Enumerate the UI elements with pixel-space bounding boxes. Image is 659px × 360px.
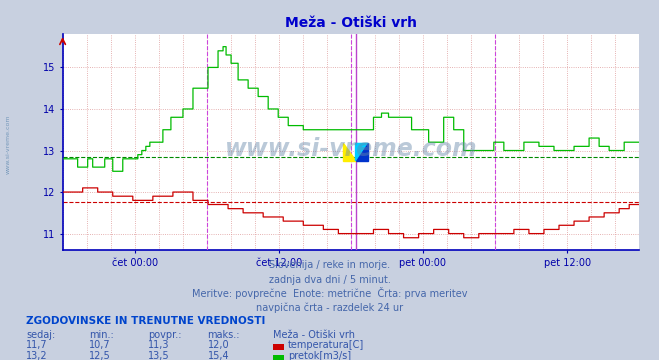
Text: 12,5: 12,5 bbox=[89, 351, 111, 360]
Text: 10,7: 10,7 bbox=[89, 341, 111, 351]
Text: maks.:: maks.: bbox=[208, 330, 240, 340]
Text: 11,3: 11,3 bbox=[148, 341, 170, 351]
Text: Meritve: povprečne  Enote: metrične  Črta: prva meritev: Meritve: povprečne Enote: metrične Črta:… bbox=[192, 287, 467, 299]
Text: www.si-vreme.com: www.si-vreme.com bbox=[225, 137, 477, 161]
Polygon shape bbox=[343, 143, 356, 161]
Text: zadnja dva dni / 5 minut.: zadnja dva dni / 5 minut. bbox=[269, 275, 390, 285]
Text: povpr.:: povpr.: bbox=[148, 330, 182, 340]
Title: Meža - Otiški vrh: Meža - Otiški vrh bbox=[285, 16, 417, 30]
Polygon shape bbox=[356, 143, 368, 161]
Text: 13,2: 13,2 bbox=[26, 351, 48, 360]
Text: navpična črta - razdelek 24 ur: navpična črta - razdelek 24 ur bbox=[256, 302, 403, 313]
Text: www.si-vreme.com: www.si-vreme.com bbox=[6, 114, 11, 174]
Text: pretok[m3/s]: pretok[m3/s] bbox=[288, 351, 351, 360]
Text: Meža - Otiški vrh: Meža - Otiški vrh bbox=[273, 330, 355, 340]
Text: sedaj:: sedaj: bbox=[26, 330, 55, 340]
Text: 11,7: 11,7 bbox=[26, 341, 48, 351]
Text: ZGODOVINSKE IN TRENUTNE VREDNOSTI: ZGODOVINSKE IN TRENUTNE VREDNOSTI bbox=[26, 316, 266, 326]
Text: 13,5: 13,5 bbox=[148, 351, 170, 360]
Text: 15,4: 15,4 bbox=[208, 351, 229, 360]
Text: temperatura[C]: temperatura[C] bbox=[288, 341, 364, 351]
Polygon shape bbox=[356, 143, 368, 161]
Text: Slovenija / reke in morje.: Slovenija / reke in morje. bbox=[269, 260, 390, 270]
Text: 12,0: 12,0 bbox=[208, 341, 229, 351]
Text: min.:: min.: bbox=[89, 330, 114, 340]
